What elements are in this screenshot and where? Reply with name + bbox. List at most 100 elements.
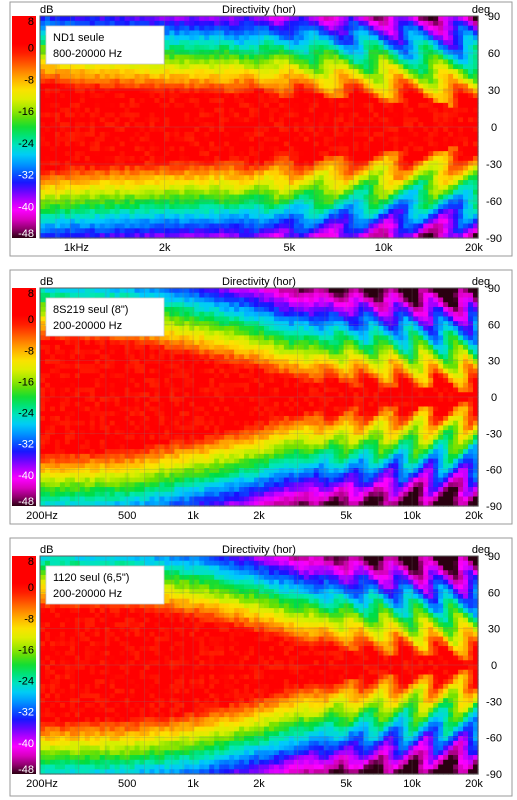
heat-cell xyxy=(40,316,46,322)
heat-cell xyxy=(428,112,434,118)
heat-cell xyxy=(363,175,370,181)
heat-cell xyxy=(263,93,270,99)
heat-cell xyxy=(129,378,136,384)
heat-cell xyxy=(40,44,46,51)
heat-cell xyxy=(239,122,245,128)
heat-cell xyxy=(249,20,255,27)
heat-cell xyxy=(204,44,210,51)
freq-tick-label: 5k xyxy=(284,242,296,254)
heat-cell xyxy=(403,180,409,186)
heat-cell xyxy=(259,16,265,22)
heat-cell xyxy=(413,20,419,27)
heat-cell xyxy=(174,233,180,239)
heat-cell xyxy=(169,194,175,200)
heat-cell xyxy=(99,425,106,431)
heat-cell xyxy=(189,98,195,104)
heat-cell xyxy=(249,98,255,104)
heat-cell xyxy=(84,155,91,162)
heat-cell xyxy=(448,170,454,176)
heat-cell xyxy=(89,194,96,200)
heat-cell xyxy=(199,64,205,70)
heat-cell xyxy=(64,112,71,118)
heat-cell xyxy=(433,102,439,109)
heat-cell xyxy=(84,439,91,445)
heat-cell xyxy=(194,160,200,167)
heat-cell xyxy=(234,25,240,32)
heat-cell xyxy=(114,344,121,351)
heat-cell xyxy=(139,146,146,152)
heat-cell xyxy=(219,102,225,109)
heat-cell xyxy=(303,25,310,32)
heat-cell xyxy=(468,199,474,205)
heat-cell xyxy=(104,117,111,123)
heat-cell xyxy=(423,30,429,36)
heat-cell xyxy=(139,112,146,118)
heat-cell xyxy=(318,184,325,191)
heat-cell xyxy=(458,73,464,80)
heat-cell xyxy=(318,20,325,27)
heat-cell xyxy=(438,223,444,229)
heat-cell xyxy=(174,16,180,22)
heat-cell xyxy=(89,199,96,205)
heat-cell xyxy=(368,44,375,51)
heat-cell xyxy=(64,425,71,431)
heat-cell xyxy=(214,213,220,220)
heat-cell xyxy=(263,165,270,172)
heat-cell xyxy=(254,40,260,46)
heat-cell xyxy=(49,69,56,75)
heat-cell xyxy=(358,20,365,27)
heat-cell xyxy=(109,151,116,157)
heat-cell xyxy=(79,93,86,99)
heat-cell xyxy=(84,93,91,99)
heat-cell xyxy=(398,160,404,167)
heat-cell xyxy=(49,184,56,191)
heat-cell xyxy=(79,491,86,498)
heat-cell xyxy=(94,354,101,360)
heat-cell xyxy=(104,449,111,455)
heat-cell xyxy=(59,213,66,220)
heat-cell xyxy=(184,88,190,94)
heat-cell xyxy=(323,30,330,36)
heat-cell xyxy=(398,194,404,200)
heat-cell xyxy=(154,93,161,99)
heat-cell xyxy=(99,165,106,172)
heat-cell xyxy=(144,64,151,70)
heat-cell xyxy=(298,122,305,128)
heat-cell xyxy=(318,180,325,186)
heat-cell xyxy=(49,335,56,341)
heat-cell xyxy=(114,155,121,162)
heat-cell xyxy=(169,83,175,89)
heat-cell xyxy=(249,44,255,51)
heat-cell xyxy=(453,131,459,138)
heat-cell xyxy=(89,382,96,389)
heat-cell xyxy=(453,78,459,85)
heat-cell xyxy=(49,136,56,143)
heat-cell xyxy=(403,155,409,162)
heat-cell xyxy=(119,397,126,403)
heat-cell xyxy=(224,160,230,167)
heat-cell xyxy=(403,175,409,181)
heat-cell xyxy=(74,184,81,191)
heat-cell xyxy=(214,25,220,32)
heat-cell xyxy=(59,482,66,488)
heat-cell xyxy=(249,107,255,114)
heat-cell xyxy=(313,73,320,80)
heat-cell xyxy=(338,223,345,229)
heat-cell xyxy=(159,155,166,162)
heat-cell xyxy=(398,218,404,225)
heat-cell xyxy=(99,155,106,162)
heat-cell xyxy=(214,83,220,89)
heat-cell xyxy=(473,98,479,104)
heat-cell xyxy=(224,165,230,172)
heat-cell xyxy=(114,204,121,210)
heat-cell xyxy=(214,30,220,36)
heat-cell xyxy=(418,69,424,75)
heat-cell xyxy=(69,20,76,27)
heat-cell xyxy=(303,35,310,41)
heat-cell xyxy=(453,54,459,61)
heat-cell xyxy=(333,223,340,229)
heat-cell xyxy=(209,155,215,162)
heat-cell xyxy=(179,155,185,162)
heat-cell xyxy=(398,146,404,152)
heat-cell xyxy=(59,387,66,393)
